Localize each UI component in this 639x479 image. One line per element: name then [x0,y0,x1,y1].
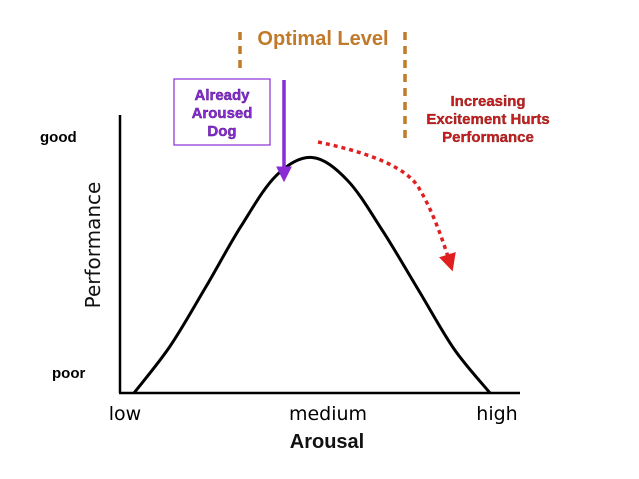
y-axis-title: Performance [81,182,105,309]
aroused-box-line-3: Dog [207,123,236,140]
aroused-box-line-2: Aroused [192,105,253,122]
already-aroused-box [173,78,271,146]
red-dotted-arrow [317,140,456,272]
x-axis-title: Arousal [290,431,364,453]
optimal-level-label: Optimal Level [257,28,388,50]
x-tick-medium: medium [289,403,367,425]
y-level-poor: poor [52,365,85,382]
x-tick-low: low [109,403,141,425]
y-level-good: good [40,129,77,146]
x-tick-high: high [476,403,517,425]
hurts-line-3: Performance [442,129,534,146]
hurts-line-1: Increasing [450,93,525,110]
aroused-box-line-1: Already [194,87,250,104]
hurts-line-2: Excitement Hurts [426,111,549,128]
performance-curve [132,155,492,394]
